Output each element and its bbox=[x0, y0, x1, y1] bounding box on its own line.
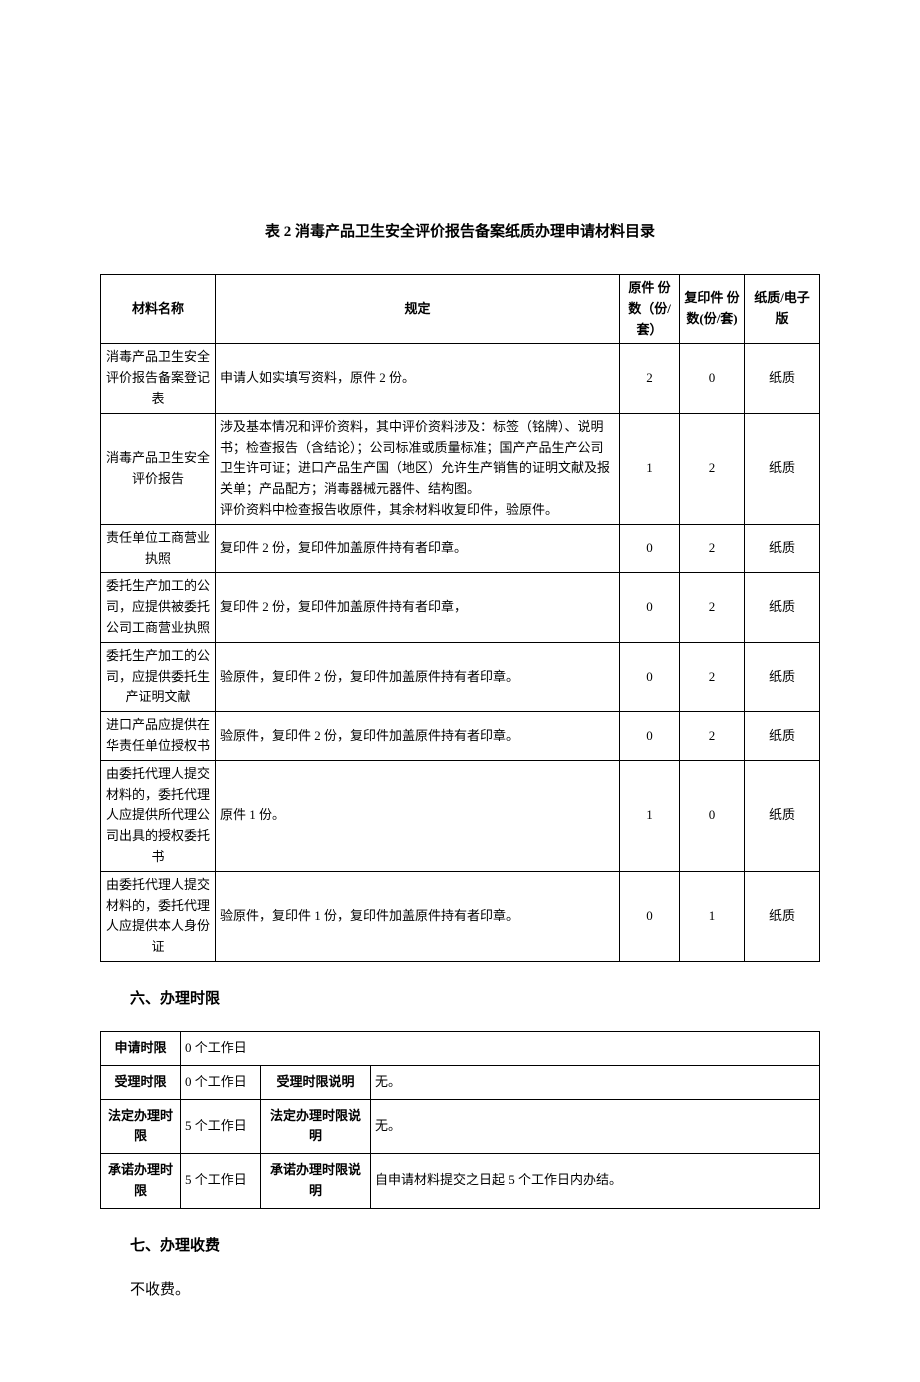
cell-name: 进口产品应提供在华责任单位授权书 bbox=[101, 712, 216, 761]
legal-desc: 无。 bbox=[371, 1099, 820, 1154]
cell-fmt: 纸质 bbox=[745, 344, 820, 413]
section7-heading: 七、办理收费 bbox=[100, 1234, 820, 1258]
table-row: 消毒产品卫生安全评价报告涉及基本情况和评价资料，其中评价资料涉及：标签（铭牌）、… bbox=[101, 413, 820, 524]
cell-name: 消毒产品卫生安全评价报告 bbox=[101, 413, 216, 524]
cell-fmt: 纸质 bbox=[745, 871, 820, 961]
cell-name: 责任单位工商营业执照 bbox=[101, 524, 216, 573]
time-limit-table: 申请时限 0 个工作日 受理时限 0 个工作日 受理时限说明 无。 法定办理时限… bbox=[100, 1031, 820, 1209]
table-row: 进口产品应提供在华责任单位授权书验原件，复印件 2 份，复印件加盖原件持有者印章… bbox=[101, 712, 820, 761]
table-row: 承诺办理时限 5 个工作日 承诺办理时限说明 自申请材料提交之日起 5 个工作日… bbox=[101, 1154, 820, 1209]
cell-req: 验原件，复印件 2 份，复印件加盖原件持有者印章。 bbox=[216, 642, 620, 711]
accept-desc-label: 受理时限说明 bbox=[261, 1065, 371, 1099]
cell-copy: 2 bbox=[680, 524, 745, 573]
table-row: 责任单位工商营业执照复印件 2 份，复印件加盖原件持有者印章。02纸质 bbox=[101, 524, 820, 573]
cell-orig: 1 bbox=[620, 413, 680, 524]
header-req: 规定 bbox=[216, 275, 620, 344]
cell-name: 由委托代理人提交材料的，委托代理人应提供本人身份证 bbox=[101, 871, 216, 961]
table-header-row: 材料名称 规定 原件 份数（份/套） 复印件 份数(份/套) 纸质/电子版 bbox=[101, 275, 820, 344]
apply-val: 0 个工作日 bbox=[181, 1031, 820, 1065]
table-row: 消毒产品卫生安全评价报告备案登记表申请人如实填写资料，原件 2 份。20纸质 bbox=[101, 344, 820, 413]
accept-desc: 无。 bbox=[371, 1065, 820, 1099]
cell-fmt: 纸质 bbox=[745, 712, 820, 761]
header-copy: 复印件 份数(份/套) bbox=[680, 275, 745, 344]
promise-desc-label: 承诺办理时限说明 bbox=[261, 1154, 371, 1209]
table-row: 委托生产加工的公司，应提供被委托公司工商营业执照复印件 2 份，复印件加盖原件持… bbox=[101, 573, 820, 642]
cell-copy: 0 bbox=[680, 760, 745, 871]
table-row: 委托生产加工的公司，应提供委托生产证明文献验原件，复印件 2 份，复印件加盖原件… bbox=[101, 642, 820, 711]
table-row: 受理时限 0 个工作日 受理时限说明 无。 bbox=[101, 1065, 820, 1099]
cell-orig: 0 bbox=[620, 573, 680, 642]
promise-val: 5 个工作日 bbox=[181, 1154, 261, 1209]
table-row: 由委托代理人提交材料的，委托代理人应提供所代理公司出具的授权委托书原件 1 份。… bbox=[101, 760, 820, 871]
cell-fmt: 纸质 bbox=[745, 573, 820, 642]
legal-label: 法定办理时限 bbox=[101, 1099, 181, 1154]
table-row: 由委托代理人提交材料的，委托代理人应提供本人身份证验原件，复印件 1 份，复印件… bbox=[101, 871, 820, 961]
cell-name: 委托生产加工的公司，应提供委托生产证明文献 bbox=[101, 642, 216, 711]
header-fmt: 纸质/电子版 bbox=[745, 275, 820, 344]
cell-orig: 0 bbox=[620, 642, 680, 711]
cell-fmt: 纸质 bbox=[745, 524, 820, 573]
cell-fmt: 纸质 bbox=[745, 760, 820, 871]
cell-req: 复印件 2 份，复印件加盖原件持有者印章， bbox=[216, 573, 620, 642]
cell-copy: 1 bbox=[680, 871, 745, 961]
legal-val: 5 个工作日 bbox=[181, 1099, 261, 1154]
promise-desc: 自申请材料提交之日起 5 个工作日内办结。 bbox=[371, 1154, 820, 1209]
cell-fmt: 纸质 bbox=[745, 413, 820, 524]
cell-req: 申请人如实填写资料，原件 2 份。 bbox=[216, 344, 620, 413]
cell-orig: 2 bbox=[620, 344, 680, 413]
cell-req: 原件 1 份。 bbox=[216, 760, 620, 871]
promise-label: 承诺办理时限 bbox=[101, 1154, 181, 1209]
cell-orig: 0 bbox=[620, 871, 680, 961]
cell-name: 消毒产品卫生安全评价报告备案登记表 bbox=[101, 344, 216, 413]
cell-orig: 0 bbox=[620, 712, 680, 761]
cell-copy: 2 bbox=[680, 573, 745, 642]
materials-table: 材料名称 规定 原件 份数（份/套） 复印件 份数(份/套) 纸质/电子版 消毒… bbox=[100, 274, 820, 962]
cell-req: 验原件，复印件 1 份，复印件加盖原件持有者印章。 bbox=[216, 871, 620, 961]
cell-copy: 2 bbox=[680, 642, 745, 711]
cell-req: 验原件，复印件 2 份，复印件加盖原件持有者印章。 bbox=[216, 712, 620, 761]
cell-name: 委托生产加工的公司，应提供被委托公司工商营业执照 bbox=[101, 573, 216, 642]
cell-copy: 0 bbox=[680, 344, 745, 413]
section7-body: 不收费。 bbox=[100, 1278, 820, 1302]
cell-orig: 0 bbox=[620, 524, 680, 573]
cell-copy: 2 bbox=[680, 712, 745, 761]
cell-orig: 1 bbox=[620, 760, 680, 871]
header-orig: 原件 份数（份/套） bbox=[620, 275, 680, 344]
table-row: 申请时限 0 个工作日 bbox=[101, 1031, 820, 1065]
accept-val: 0 个工作日 bbox=[181, 1065, 261, 1099]
accept-label: 受理时限 bbox=[101, 1065, 181, 1099]
header-name: 材料名称 bbox=[101, 275, 216, 344]
section6-heading: 六、办理时限 bbox=[100, 987, 820, 1011]
cell-req: 复印件 2 份，复印件加盖原件持有者印章。 bbox=[216, 524, 620, 573]
table2-title: 表 2 消毒产品卫生安全评价报告备案纸质办理申请材料目录 bbox=[100, 220, 820, 244]
legal-desc-label: 法定办理时限说明 bbox=[261, 1099, 371, 1154]
table-row: 法定办理时限 5 个工作日 法定办理时限说明 无。 bbox=[101, 1099, 820, 1154]
cell-fmt: 纸质 bbox=[745, 642, 820, 711]
apply-label: 申请时限 bbox=[101, 1031, 181, 1065]
cell-copy: 2 bbox=[680, 413, 745, 524]
cell-req: 涉及基本情况和评价资料，其中评价资料涉及：标签（铭牌）、说明书；检查报告（含结论… bbox=[216, 413, 620, 524]
cell-name: 由委托代理人提交材料的，委托代理人应提供所代理公司出具的授权委托书 bbox=[101, 760, 216, 871]
